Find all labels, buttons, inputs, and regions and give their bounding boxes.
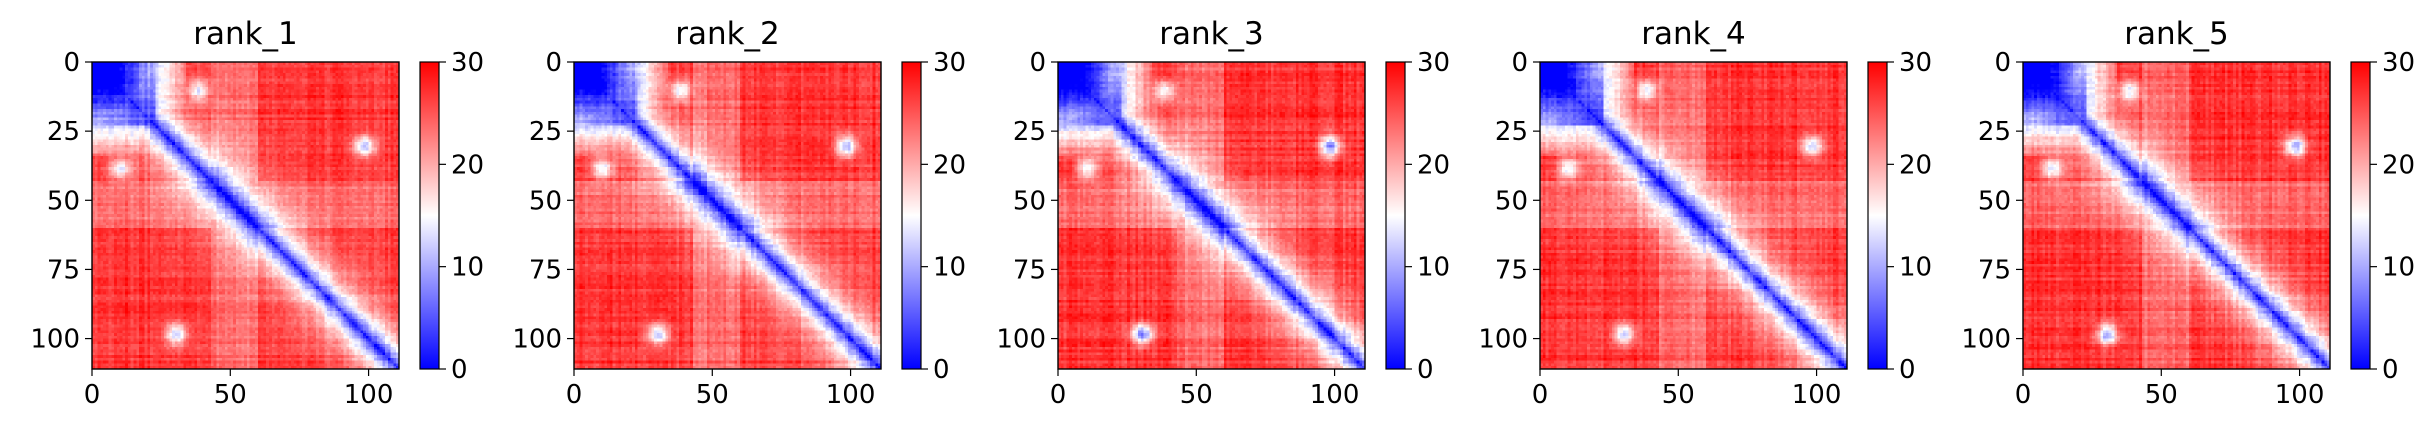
colorbar-tick-label: 10 bbox=[2382, 253, 2415, 283]
colorbar bbox=[1385, 61, 1406, 370]
colorbar bbox=[2350, 61, 2371, 370]
y-tick-label: 25 bbox=[529, 117, 562, 147]
heatmap-frame bbox=[91, 61, 400, 370]
colorbar-tick-label: 20 bbox=[451, 150, 484, 180]
y-tick-label: 75 bbox=[1013, 255, 1046, 285]
heatmap-image bbox=[2023, 62, 2330, 369]
colorbar-tick-label: 0 bbox=[451, 355, 468, 385]
y-tick-label: 75 bbox=[1978, 255, 2011, 285]
y-tick-label: 0 bbox=[63, 48, 80, 78]
colorbar-tick-label: 30 bbox=[1417, 48, 1450, 78]
panel-title: rank_2 bbox=[675, 16, 780, 52]
colorbar-tick-label: 0 bbox=[1899, 355, 1916, 385]
heatmap-frame bbox=[2022, 61, 2331, 370]
y-tick-label: 0 bbox=[545, 48, 562, 78]
y-tick-label: 75 bbox=[1495, 255, 1528, 285]
y-tick-label: 50 bbox=[1013, 186, 1046, 216]
colorbar-tick-label: 30 bbox=[2382, 48, 2415, 78]
x-tick-label: 0 bbox=[1532, 380, 1549, 410]
colorbar-tick-label: 20 bbox=[1417, 150, 1450, 180]
y-tick-label: 75 bbox=[47, 255, 80, 285]
heatmap-image bbox=[1058, 62, 1365, 369]
x-tick-label: 100 bbox=[2275, 380, 2325, 410]
x-tick-label: 50 bbox=[696, 380, 729, 410]
x-tick-label: 100 bbox=[1792, 380, 1842, 410]
colorbar-tick-label: 10 bbox=[451, 253, 484, 283]
x-tick-label: 50 bbox=[2145, 380, 2178, 410]
colorbar-tick-label: 30 bbox=[451, 48, 484, 78]
x-tick-label: 100 bbox=[1310, 380, 1360, 410]
colorbar bbox=[419, 61, 440, 370]
y-tick-label: 50 bbox=[47, 186, 80, 216]
colorbar-tick-label: 20 bbox=[2382, 150, 2415, 180]
y-tick-label: 100 bbox=[30, 325, 80, 355]
heatmap-frame bbox=[1539, 61, 1848, 370]
colorbar-tick-label: 20 bbox=[933, 150, 966, 180]
x-tick-label: 0 bbox=[566, 380, 583, 410]
colorbar-tick-label: 0 bbox=[1417, 355, 1434, 385]
y-tick-label: 0 bbox=[1029, 48, 1046, 78]
y-tick-label: 25 bbox=[1013, 117, 1046, 147]
y-tick-label: 50 bbox=[529, 186, 562, 216]
heatmap-frame bbox=[1057, 61, 1366, 370]
x-tick-label: 100 bbox=[826, 380, 876, 410]
y-tick-label: 100 bbox=[1961, 325, 2011, 355]
colorbar-tick-label: 10 bbox=[1417, 253, 1450, 283]
colorbar-tick-label: 0 bbox=[933, 355, 950, 385]
y-tick-label: 100 bbox=[996, 325, 1046, 355]
heatmap-image bbox=[1540, 62, 1847, 369]
panel-title: rank_1 bbox=[193, 16, 298, 52]
x-tick-label: 0 bbox=[2015, 380, 2032, 410]
x-tick-label: 100 bbox=[344, 380, 394, 410]
x-tick-label: 50 bbox=[214, 380, 247, 410]
y-tick-label: 100 bbox=[512, 325, 562, 355]
colorbar-tick-label: 10 bbox=[933, 253, 966, 283]
y-tick-label: 50 bbox=[1495, 186, 1528, 216]
colorbar-tick-label: 30 bbox=[1899, 48, 1932, 78]
heatmap-image bbox=[574, 62, 881, 369]
x-tick-label: 0 bbox=[1050, 380, 1067, 410]
colorbar-tick-label: 20 bbox=[1899, 150, 1932, 180]
colorbar-tick-label: 10 bbox=[1899, 253, 1932, 283]
heatmap-frame bbox=[573, 61, 882, 370]
colorbar-tick-label: 30 bbox=[933, 48, 966, 78]
x-tick-label: 50 bbox=[1662, 380, 1695, 410]
panel-title: rank_4 bbox=[1641, 16, 1746, 52]
y-tick-label: 25 bbox=[47, 117, 80, 147]
y-tick-label: 25 bbox=[1978, 117, 2011, 147]
panel-title: rank_5 bbox=[2124, 16, 2229, 52]
y-tick-label: 50 bbox=[1978, 186, 2011, 216]
y-tick-label: 75 bbox=[529, 255, 562, 285]
colorbar bbox=[1867, 61, 1888, 370]
x-tick-label: 50 bbox=[1180, 380, 1213, 410]
colorbar-tick-label: 0 bbox=[2382, 355, 2399, 385]
y-tick-label: 0 bbox=[1511, 48, 1528, 78]
colorbar bbox=[901, 61, 922, 370]
heatmap-image bbox=[92, 62, 399, 369]
y-tick-label: 25 bbox=[1495, 117, 1528, 147]
x-tick-label: 0 bbox=[84, 380, 101, 410]
panel-title: rank_3 bbox=[1159, 16, 1264, 52]
y-tick-label: 100 bbox=[1478, 325, 1528, 355]
y-tick-label: 0 bbox=[1994, 48, 2011, 78]
